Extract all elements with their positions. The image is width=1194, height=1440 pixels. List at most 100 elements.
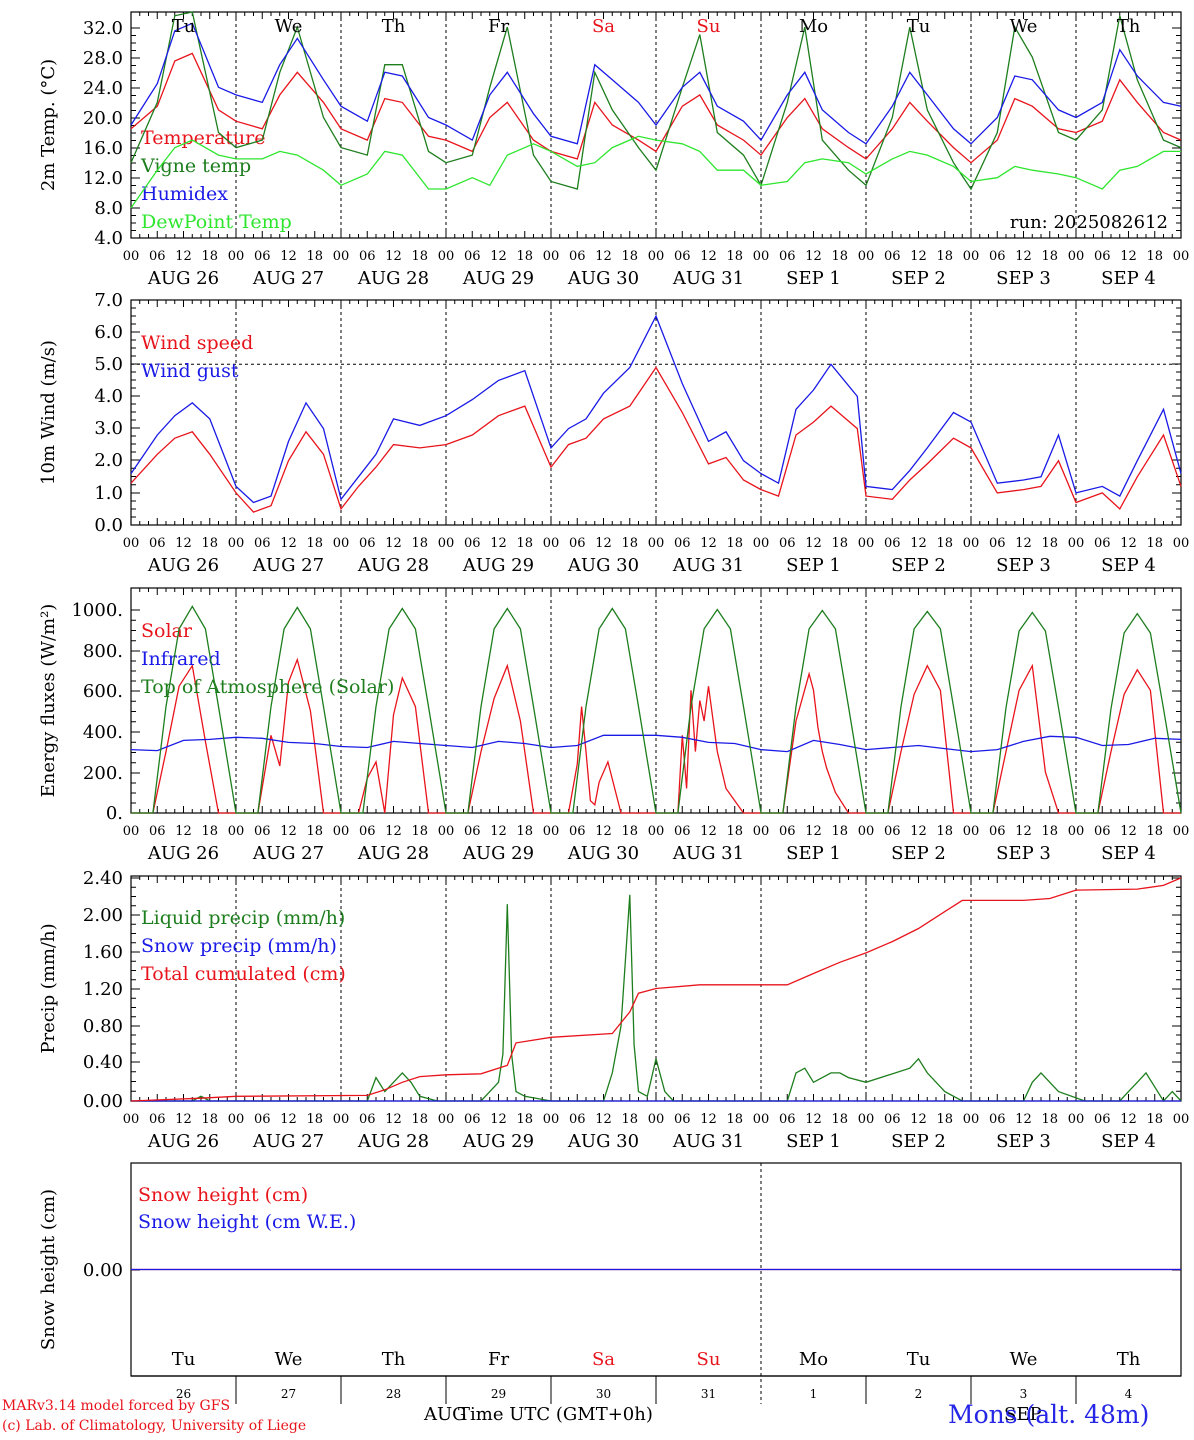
day-label: SEP 1 [786,555,841,576]
hour-tick-label: 00 [228,249,245,264]
hour-tick-label: 12 [175,824,192,839]
hour-tick-label: 06 [1094,536,1111,551]
hour-tick-label: 18 [1146,1112,1163,1127]
day-label: SEP 1 [786,268,841,289]
hour-tick-label: 18 [306,249,323,264]
y-tick-label: 6.0 [94,322,123,343]
day-label: AUG 27 [252,843,324,864]
legend-entry: Liquid precip (mm/h) [141,907,345,929]
y-tick-label: 32.0 [83,18,123,39]
y-tick-label: 2.0 [94,450,123,471]
hour-tick-label: 00 [1068,1112,1085,1127]
hour-tick-label: 00 [1173,536,1190,551]
station-label: Mons (alt. 48m) [948,1400,1150,1429]
hour-tick-label: 18 [726,536,743,551]
hour-tick-label: 18 [621,824,638,839]
series-line-total-cumulated-cm- [130,877,1182,1102]
y-tick-label: 1000. [71,600,123,621]
hour-tick-label: 12 [1015,249,1032,264]
hour-tick-label: 18 [1041,536,1058,551]
hour-tick-label: 06 [569,824,586,839]
hour-tick-label: 12 [280,824,297,839]
day-number-label: 1 [810,1387,818,1401]
day-number-label: 27 [281,1387,296,1401]
series-line-wind-speed [130,366,1182,513]
y-tick-label: 0.00 [83,1091,123,1112]
weekday-label: Th [1117,16,1141,37]
y-tick-label: 400. [83,722,123,743]
hour-tick-label: 06 [884,249,901,264]
hour-tick-label: 12 [805,824,822,839]
hour-tick-label: 12 [385,249,402,264]
hour-tick-label: 06 [779,1112,796,1127]
hour-tick-label: 18 [411,249,428,264]
y-axis-label: 2m Temp. (°C) [38,59,59,191]
hour-tick-label: 18 [936,824,953,839]
hour-tick-label: 12 [385,1112,402,1127]
legend-entry: Temperature [141,127,265,149]
hour-tick-label: 06 [359,536,376,551]
y-tick-label: 8.0 [94,198,123,219]
hour-tick-label: 06 [569,249,586,264]
hour-tick-label: 18 [831,1112,848,1127]
hour-tick-label: 06 [254,1112,271,1127]
hour-tick-label: 06 [254,824,271,839]
day-label: AUG 26 [147,1131,219,1152]
day-label: SEP 4 [1101,555,1156,576]
hour-tick-label: 12 [385,536,402,551]
day-label: SEP 4 [1101,843,1156,864]
hour-tick-label: 06 [674,536,691,551]
day-label: AUG 31 [672,843,744,864]
day-label: SEP 3 [996,555,1051,576]
hour-tick-label: 06 [674,249,691,264]
hour-tick-label: 00 [963,824,980,839]
weekday-label: Fr [488,1349,509,1370]
y-tick-label: 1.0 [94,483,123,504]
hour-tick-label: 00 [543,536,560,551]
hour-tick-label: 06 [569,536,586,551]
hour-tick-label: 18 [1041,249,1058,264]
day-label: AUG 26 [147,268,219,289]
legend-entry: Snow precip (mm/h) [141,935,337,957]
y-tick-label: 800. [83,641,123,662]
hour-tick-label: 00 [648,536,665,551]
footer-credit-1: MARv3.14 model forced by GFS [2,1398,231,1414]
hour-tick-label: 00 [123,536,140,551]
day-label: SEP 2 [891,1131,946,1152]
day-number-label: 28 [386,1387,401,1401]
hour-tick-label: 06 [989,536,1006,551]
hour-tick-label: 00 [1173,824,1190,839]
y-tick-label: 0.00 [83,1260,123,1281]
hour-tick-label: 18 [411,1112,428,1127]
day-label: AUG 29 [462,1131,534,1152]
day-label: SEP 4 [1101,1131,1156,1152]
day-label: AUG 26 [147,843,219,864]
series-line-dewpoint-temp [130,135,1181,209]
hour-tick-label: 06 [569,1112,586,1127]
legend-entry: Top of Atmosphere (Solar) [141,676,394,698]
hour-tick-label: 00 [438,1112,455,1127]
weekday-label: Sa [592,16,615,37]
hour-tick-label: 18 [201,1112,218,1127]
hour-tick-label: 18 [831,249,848,264]
weekday-label: We [1010,1349,1038,1370]
weekday-label: Tu [907,1349,931,1370]
day-label: AUG 27 [252,268,324,289]
hour-tick-label: 00 [648,824,665,839]
weekday-label: Su [697,16,721,37]
hour-tick-label: 18 [1146,249,1163,264]
weekday-label: Su [697,1349,721,1370]
weekday-label: Th [382,1349,406,1370]
hour-tick-label: 00 [753,249,770,264]
hour-tick-label: 12 [1120,1112,1137,1127]
hour-tick-label: 06 [674,1112,691,1127]
hour-tick-label: 00 [438,249,455,264]
day-number-label: 4 [1125,1387,1133,1401]
hour-tick-label: 12 [700,249,717,264]
day-label: AUG 27 [252,1131,324,1152]
hour-tick-label: 12 [1015,536,1032,551]
hour-tick-label: 00 [1173,249,1190,264]
day-label: AUG 29 [462,268,534,289]
day-label: SEP 1 [786,1131,841,1152]
hour-tick-label: 18 [306,1112,323,1127]
